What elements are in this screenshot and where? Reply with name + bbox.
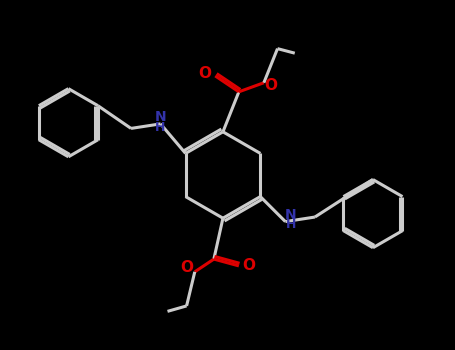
Text: H: H	[286, 218, 296, 231]
Text: O: O	[180, 260, 193, 275]
Text: H: H	[155, 120, 166, 134]
Text: O: O	[243, 258, 255, 273]
Text: N: N	[155, 110, 167, 124]
Text: N: N	[285, 208, 297, 222]
Text: O: O	[199, 66, 212, 81]
Text: O: O	[264, 77, 277, 92]
